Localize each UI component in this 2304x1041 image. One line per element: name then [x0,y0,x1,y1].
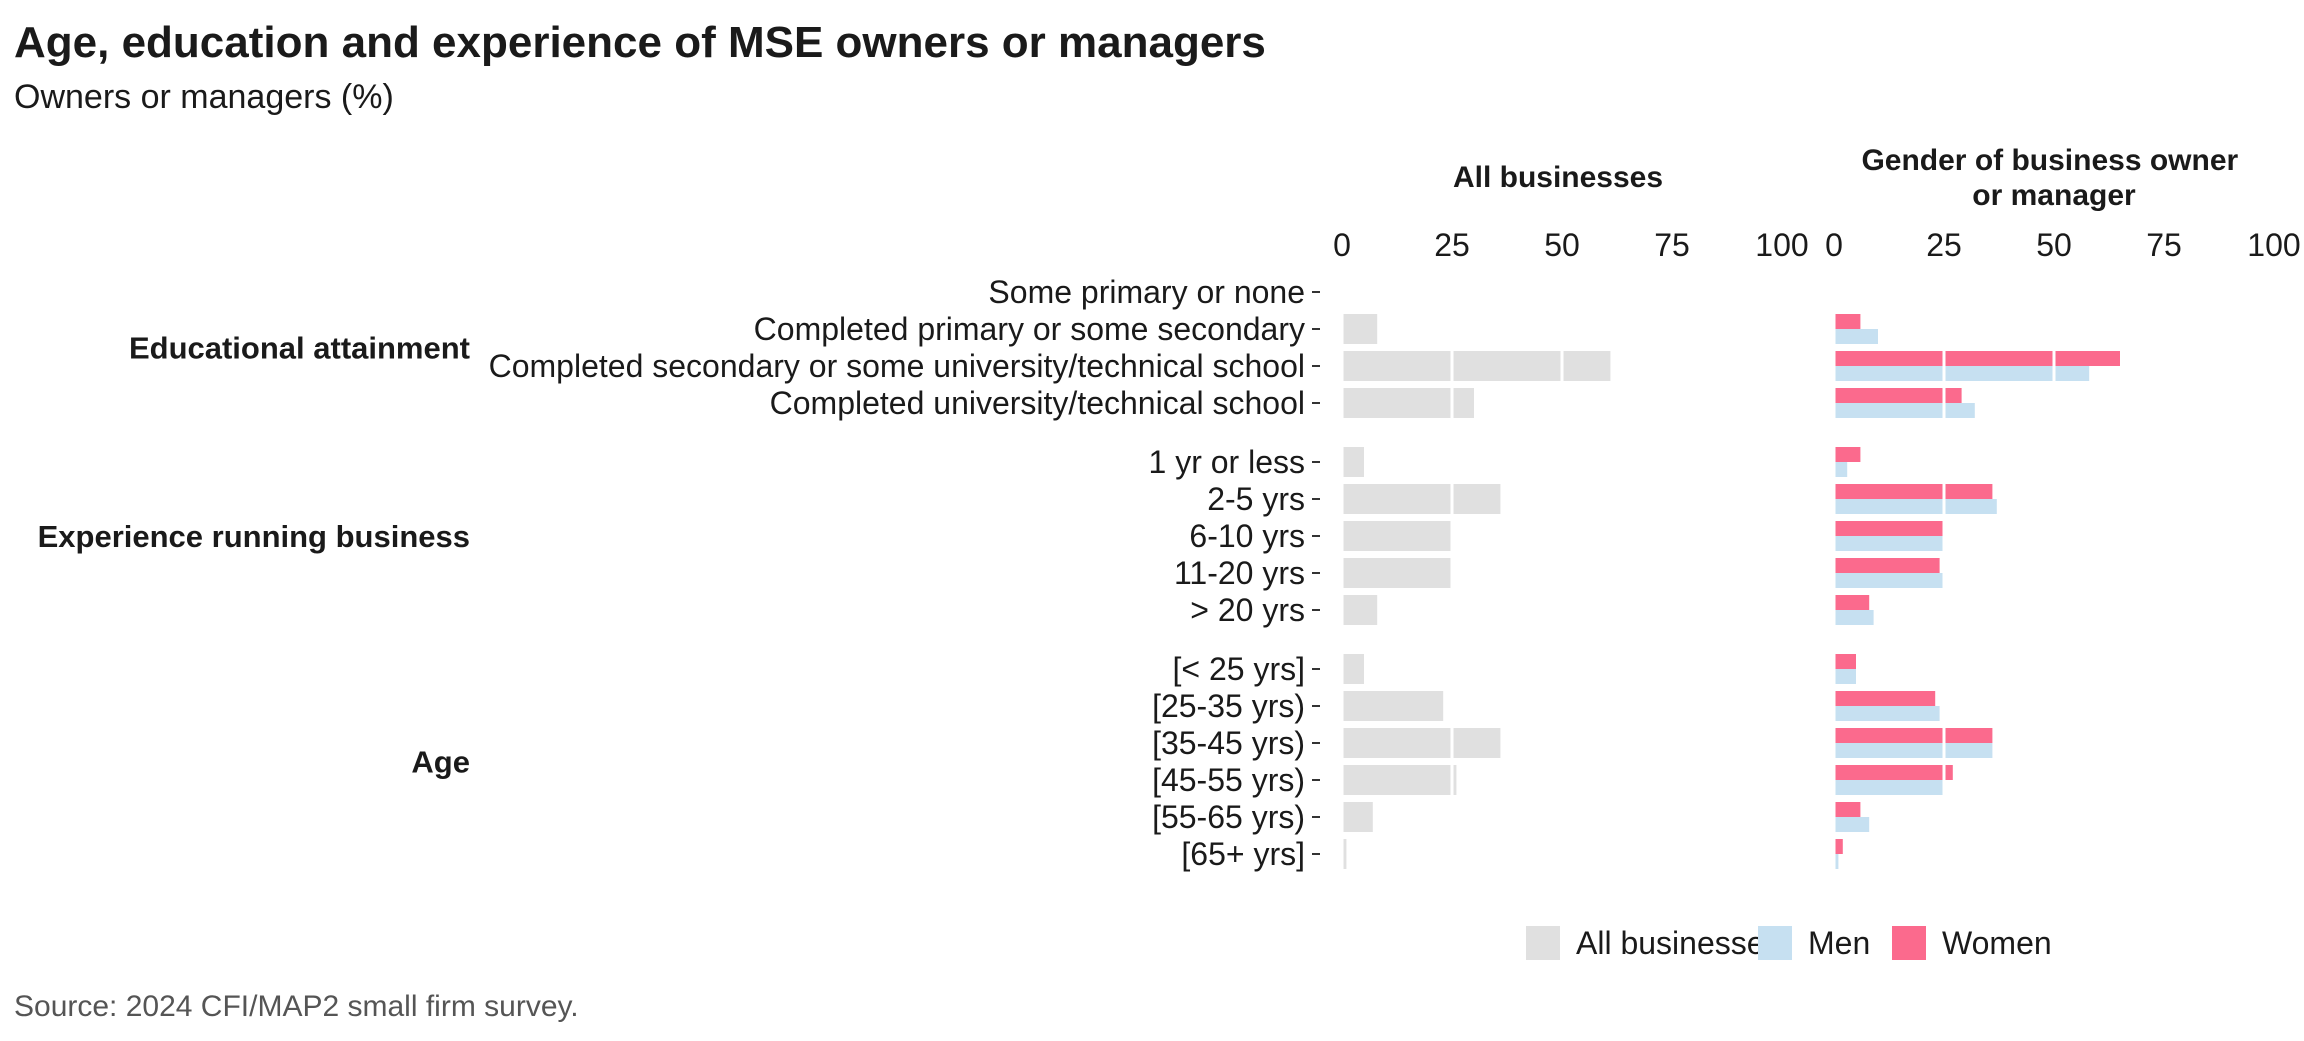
panel-title-gender-line-1: Gender of business owner [1861,144,2238,177]
bar-all-0-2 [1342,351,1611,381]
category-label-0-2: Completed secondary or some university/t… [489,348,1305,384]
x-tick-label-gender-50: 50 [2036,227,2072,263]
category-label-0-3: Completed university/technical school [770,385,1305,421]
bar-men-2-4 [1834,817,1870,832]
legend-swatch-all [1526,926,1560,960]
category-label-2-3: [45-55 yrs) [1152,762,1305,798]
plot-layer: 0 25 50 75 100 0 25 50 75 100 Some primary or none… [38,227,2301,872]
x-tick-label-all-50: 50 [1544,227,1580,263]
bar-men-2-5 [1834,854,1839,869]
category-label-2-2: [35-45 yrs) [1152,725,1305,761]
bar-all-0-1 [1342,314,1378,344]
x-tick-label-all-75: 75 [1654,227,1690,263]
bar-all-0-3 [1342,388,1474,418]
chart-title: Age, education and experience of MSE own… [14,18,1266,67]
x-tick-label-gender-25: 25 [1926,227,1962,263]
legend-label-women: Women [1942,925,2052,961]
bar-all-2-0 [1342,654,1364,684]
bar-men-2-1 [1834,706,1940,721]
panel-title-all: All businesses [1453,161,1663,194]
legend-label-all: All businesses [1576,925,1781,961]
bar-women-2-3 [1834,765,1953,780]
bar-all-2-2 [1342,728,1501,758]
bar-women-1-1 [1834,484,1993,499]
bar-women-0-1 [1834,314,1861,329]
bar-men-2-3 [1834,780,1944,795]
legend-swatch-women [1892,926,1926,960]
bar-women-1-3 [1834,558,1940,573]
category-label-2-4: [55-65 yrs) [1152,799,1305,835]
category-label-0-1: Completed primary or some secondary [754,311,1305,347]
category-label-2-0: [< 25 yrs] [1173,651,1306,687]
bar-women-1-2 [1834,521,1944,536]
bar-men-0-2 [1834,366,2090,381]
legend-label-men: Men [1808,925,1870,961]
x-tick-label-gender-100: 100 [2247,227,2300,263]
x-tick-label-gender-75: 75 [2146,227,2182,263]
bar-men-1-4 [1834,610,1874,625]
bar-all-2-5 [1342,839,1347,869]
bar-women-2-2 [1834,728,1993,743]
bar-all-1-4 [1342,595,1378,625]
bar-all-1-2 [1342,521,1452,551]
group-label-2: Age [411,745,470,780]
x-tick-label-gender-0: 0 [1825,227,1843,263]
group-label-0: Educational attainment [129,331,470,366]
category-label-1-0: 1 yr or less [1149,444,1305,480]
bar-all-1-1 [1342,484,1501,514]
x-tick-label-all-0: 0 [1333,227,1351,263]
bar-men-2-0 [1834,669,1856,684]
bar-women-2-5 [1834,839,1843,854]
bar-women-2-1 [1834,691,1936,706]
legend-swatch-men [1758,926,1792,960]
bar-women-1-0 [1834,447,1861,462]
bar-women-0-3 [1834,388,1962,403]
panel-title-gender: Gender of business owner or manager [1861,144,2246,212]
bar-all-1-0 [1342,447,1364,477]
group-label-1: Experience running business [38,519,470,554]
bar-all-2-3 [1342,765,1457,795]
bar-men-1-0 [1834,462,1848,477]
category-label-1-4: > 20 yrs [1190,592,1305,628]
category-label-2-5: [65+ yrs] [1181,836,1305,872]
category-label-1-1: 2-5 yrs [1207,481,1305,517]
bar-women-1-4 [1834,595,1870,610]
bar-all-2-4 [1342,802,1373,832]
x-tick-label-all-25: 25 [1434,227,1470,263]
bar-women-0-2 [1834,351,2120,366]
category-label-0-0: Some primary or none [988,274,1305,310]
bar-men-1-1 [1834,499,1997,514]
source-note: Source: 2024 CFI/MAP2 small firm survey. [14,990,579,1023]
bar-all-2-1 [1342,691,1444,721]
x-tick-label-all-100: 100 [1755,227,1808,263]
legend: All businesses Men Women [1526,925,2052,961]
bar-men-1-3 [1834,573,1944,588]
bar-men-0-3 [1834,403,1975,418]
category-label-1-2: 6-10 yrs [1189,518,1305,554]
chart-subtitle: Owners or managers (%) [14,78,394,116]
bar-all-1-3 [1342,558,1452,588]
category-label-2-1: [25-35 yrs) [1152,688,1305,724]
bar-women-2-0 [1834,654,1856,669]
bar-men-2-2 [1834,743,1993,758]
bar-men-0-1 [1834,329,1878,344]
panel-title-gender-line-2: or manager [1972,179,2136,212]
category-label-1-3: 11-20 yrs [1174,555,1305,591]
bar-men-1-2 [1834,536,1944,551]
bar-women-2-4 [1834,802,1861,817]
